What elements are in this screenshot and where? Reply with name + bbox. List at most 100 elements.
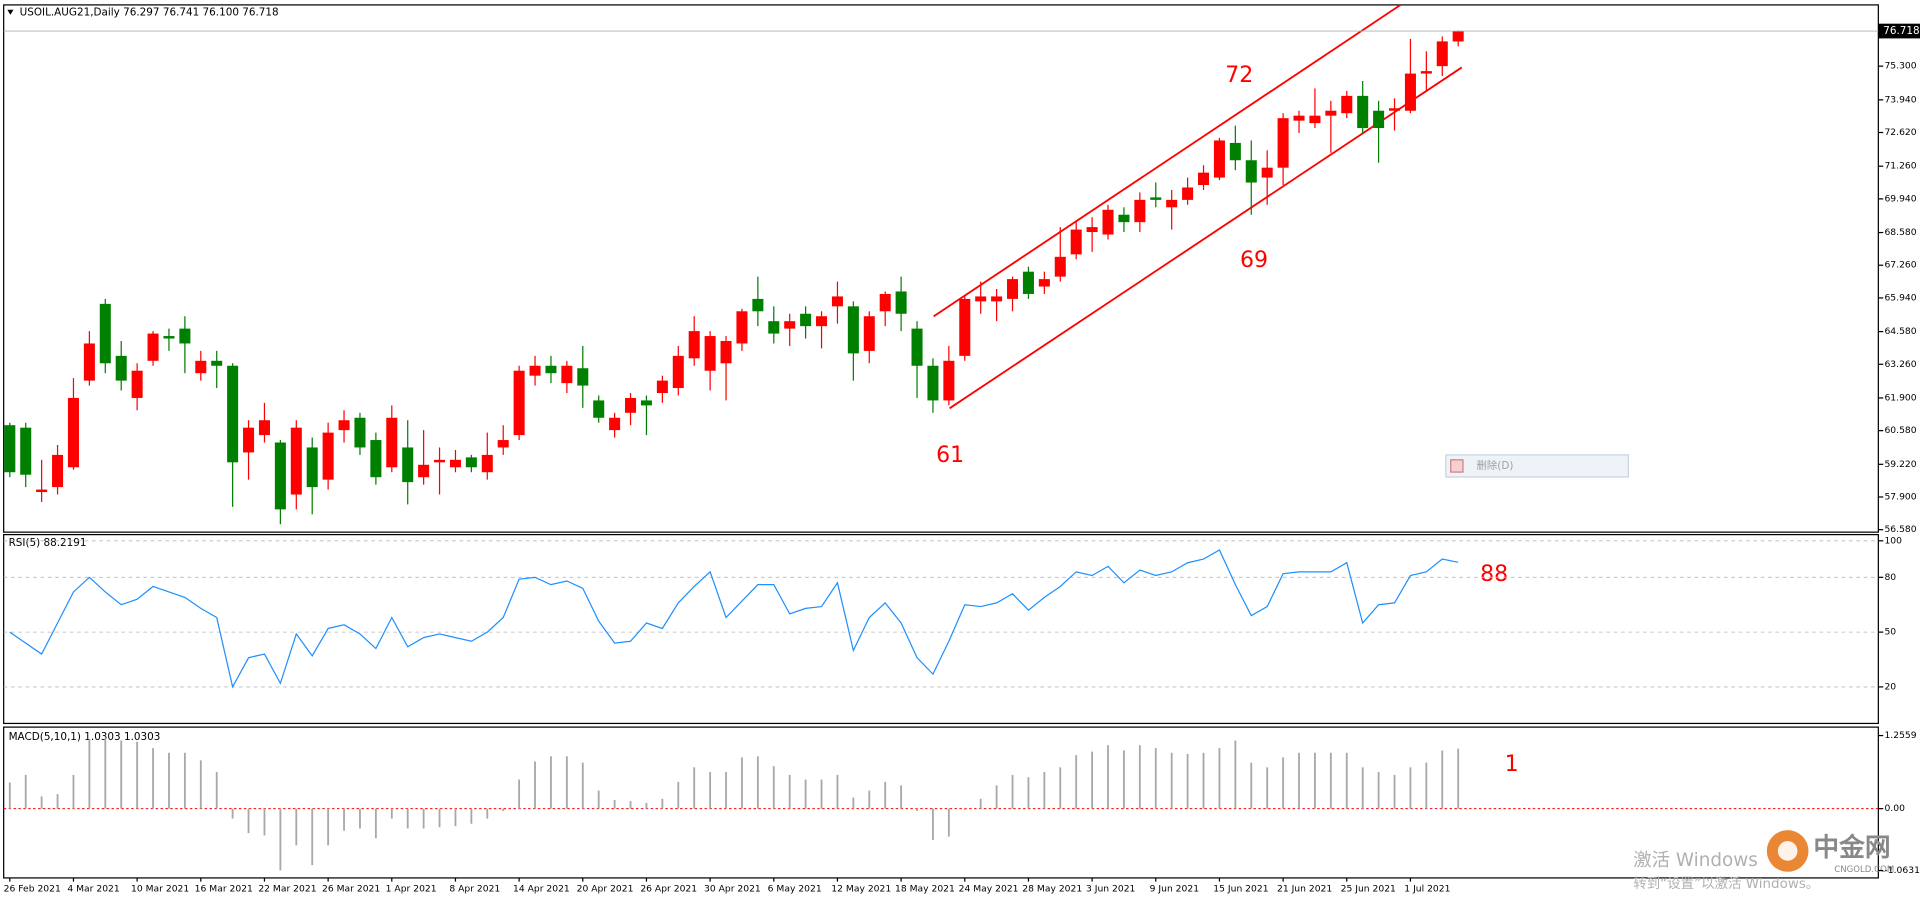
candle-body <box>1007 279 1019 299</box>
candle-body <box>386 417 398 468</box>
candle-body <box>1420 71 1432 74</box>
candle-body <box>211 360 223 366</box>
candle-body <box>163 336 175 339</box>
menu-box[interactable] <box>1445 454 1629 478</box>
x-tick-label: 30 Apr 2021 <box>704 883 761 894</box>
x-tick-label: 26 Apr 2021 <box>640 883 697 894</box>
y-tick-label: 63.260 <box>1884 359 1916 370</box>
candle-body <box>593 400 605 418</box>
candle-body <box>83 343 95 381</box>
candle-body <box>258 420 270 436</box>
y-tick-label: 73.940 <box>1884 94 1916 105</box>
x-tick-label: 21 Jun 2021 <box>1277 883 1332 894</box>
x-tick-label: 15 Jun 2021 <box>1213 883 1268 894</box>
last-price-box <box>1878 23 1920 39</box>
candle-body <box>640 400 652 406</box>
annotation: 69 <box>1240 248 1268 273</box>
context-menu[interactable]: 删除(D) <box>1445 454 1629 478</box>
candle-body <box>1182 187 1194 200</box>
y-tick-label: -1.0631 <box>1884 865 1919 876</box>
candle-body <box>131 370 143 398</box>
y-tick-label: 59.220 <box>1884 459 1916 470</box>
x-tick-label: 8 Apr 2021 <box>449 883 500 894</box>
x-tick-label: 28 May 2021 <box>1022 883 1082 894</box>
candle-body <box>1277 118 1289 168</box>
watermark-text: 转到“设置”以激活 Windows。 <box>1633 876 1819 892</box>
candle-body <box>115 355 127 381</box>
candle-body <box>927 365 939 401</box>
candle-body <box>625 397 637 413</box>
channel-upper[interactable] <box>933 4 1401 318</box>
y-tick-label: 69.940 <box>1884 193 1916 204</box>
macd-panel <box>3 726 1879 879</box>
candle-body <box>1261 167 1273 178</box>
candle-body <box>370 440 382 478</box>
y-tick-label: 71.260 <box>1884 161 1916 172</box>
candle-body <box>1102 209 1114 235</box>
x-tick-label: 1 Apr 2021 <box>386 883 437 894</box>
menu-item[interactable]: 删除(D) <box>1476 459 1513 472</box>
price-title: USOIL.AUG21,Daily 76.297 76.741 76.100 7… <box>20 6 279 18</box>
y-tick-label: 67.260 <box>1884 260 1916 271</box>
candle-body <box>243 427 255 453</box>
candle-body <box>736 311 748 344</box>
x-tick-label: 26 Feb 2021 <box>4 883 61 894</box>
candle-body <box>959 298 971 356</box>
candle-body <box>322 432 334 480</box>
menu-triangle[interactable] <box>7 9 14 15</box>
candle-body <box>561 365 573 384</box>
rsi-panel <box>3 533 1879 725</box>
x-tick-label: 12 May 2021 <box>831 883 891 894</box>
y-tick-label: 60.580 <box>1884 425 1916 436</box>
candle-body <box>1373 110 1385 129</box>
candle-body <box>4 425 16 473</box>
x-tick-label: 16 Mar 2021 <box>195 883 253 894</box>
candle-body <box>274 442 286 510</box>
candle-body <box>1134 199 1146 223</box>
candle-body <box>52 454 64 488</box>
y-tick-label: 20 <box>1884 681 1896 692</box>
y-tick-label: 50 <box>1884 627 1896 638</box>
candle-body <box>20 427 32 475</box>
x-tick-label: 3 Jun 2021 <box>1086 883 1135 894</box>
candle-body <box>529 365 541 376</box>
candle-body <box>1229 142 1241 161</box>
candle-body <box>911 328 923 366</box>
y-tick-label: 72.620 <box>1884 127 1916 138</box>
y-tick-label: 57.900 <box>1884 491 1916 502</box>
candle-body <box>895 291 907 314</box>
rsi-title: RSI(5) 88.2191 <box>9 537 87 549</box>
x-tick-label: 26 Mar 2021 <box>322 883 380 894</box>
y-tick-label: 80 <box>1884 572 1896 583</box>
candle-body <box>147 333 159 361</box>
y-tick-label: 56.580 <box>1884 524 1916 535</box>
candle-body <box>36 489 48 493</box>
x-tick-label: 1 Jul 2021 <box>1404 883 1450 894</box>
candle-body <box>1389 108 1401 111</box>
candle-body <box>975 296 987 302</box>
macd-title: MACD(5,10,1) 1.0303 1.0303 <box>9 731 161 743</box>
candle-body <box>290 427 302 495</box>
candle-body <box>704 336 716 371</box>
candle-body <box>1293 115 1305 121</box>
candle-body <box>1213 140 1225 178</box>
candle-body <box>179 328 191 344</box>
candle-body <box>67 397 79 468</box>
candle-body <box>497 440 509 448</box>
y-tick-label: 64.580 <box>1884 326 1916 337</box>
candle-body <box>1357 95 1369 129</box>
candle-body <box>1038 279 1050 287</box>
candle-body <box>1022 271 1034 294</box>
candle-body <box>99 303 111 364</box>
watermark-title: 激活 Windows <box>1633 850 1758 871</box>
x-tick-label: 18 May 2021 <box>895 883 955 894</box>
candle-body <box>418 464 430 478</box>
y-tick-label: 100 <box>1884 535 1902 546</box>
x-tick-label: 24 May 2021 <box>959 883 1019 894</box>
candle-body <box>577 368 589 386</box>
logo: 中金网 <box>1813 832 1890 863</box>
candle-body <box>1436 41 1448 67</box>
menu-icon <box>1450 459 1464 473</box>
x-tick-label: 20 Apr 2021 <box>577 883 634 894</box>
candle-body <box>1086 227 1098 233</box>
